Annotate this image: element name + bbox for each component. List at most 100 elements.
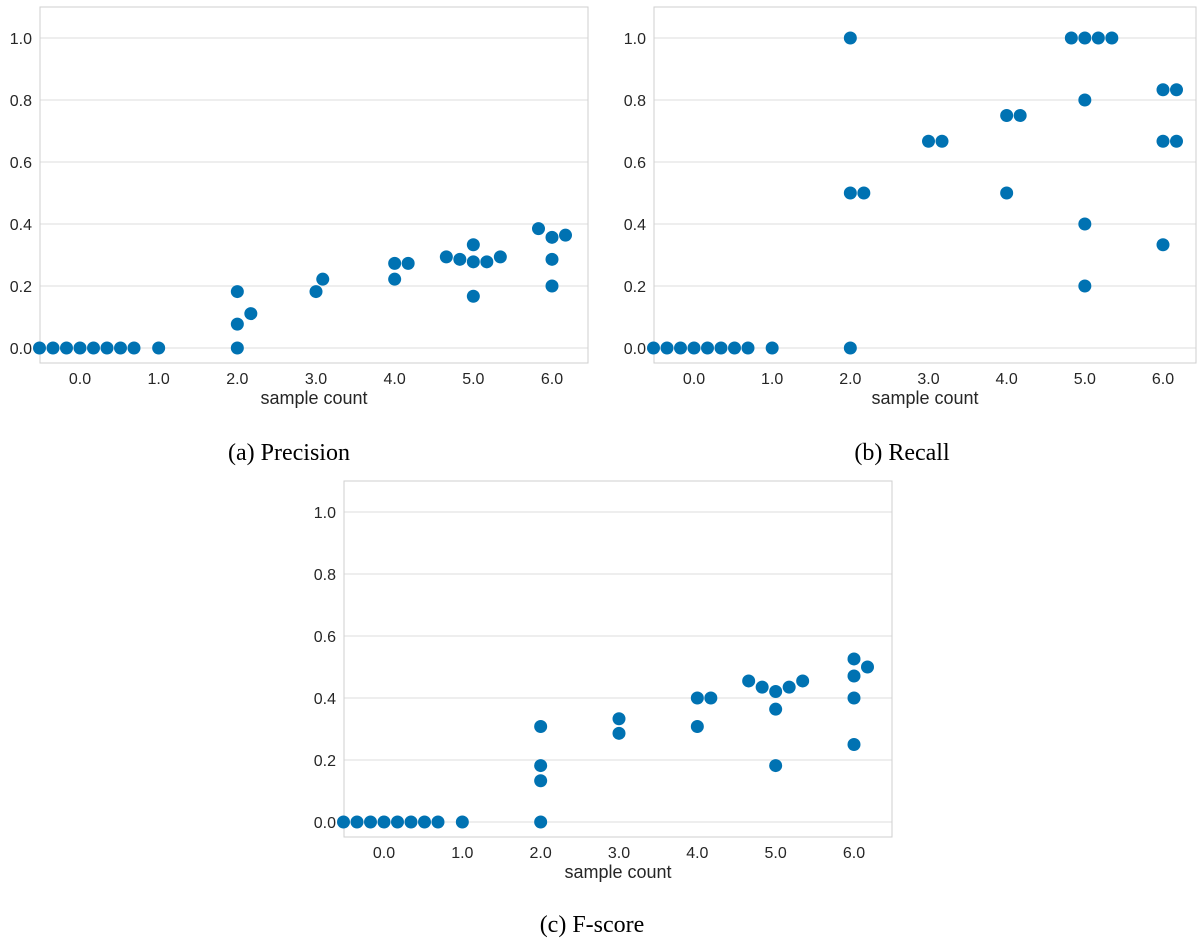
- y-tick-label: 0.8: [10, 93, 32, 110]
- data-point: [388, 272, 402, 286]
- x-tick-label: 0.0: [69, 371, 91, 388]
- data-point: [701, 341, 714, 355]
- data-point: [73, 341, 87, 355]
- data-point: [769, 684, 783, 698]
- y-tick-label: 0.0: [624, 341, 646, 358]
- data-point: [769, 702, 783, 716]
- x-tick-label: 1.0: [761, 371, 783, 388]
- data-point: [857, 186, 871, 200]
- data-point: [769, 759, 783, 773]
- y-tick-label: 0.6: [10, 155, 32, 172]
- data-point: [847, 652, 861, 666]
- data-point: [453, 252, 467, 266]
- data-point: [1156, 238, 1170, 252]
- y-tick-label: 1.0: [314, 505, 336, 522]
- data-point: [742, 674, 756, 688]
- data-point: [1078, 93, 1092, 107]
- data-point: [741, 341, 755, 355]
- data-point: [545, 252, 559, 266]
- y-tick-label: 1.0: [10, 31, 32, 48]
- data-point: [647, 341, 660, 355]
- recall-panel: 0.0 0.2 0.4 0.6 0.8 1.0 0.0 1.0 2.0 3.0 4.0 5.0 6.0 s…: [624, 6, 1197, 466]
- data-point: [46, 341, 60, 355]
- x-tick-label: 5.0: [1074, 371, 1096, 388]
- x-tick-label: 6.0: [843, 845, 865, 862]
- x-tick-label: 1.0: [451, 845, 473, 862]
- data-point: [466, 238, 480, 252]
- data-point: [843, 341, 857, 355]
- plot-frame: [343, 480, 893, 838]
- data-point: [545, 230, 559, 244]
- data-point: [545, 279, 559, 293]
- data-point: [493, 250, 507, 264]
- y-tick-label: 0.6: [624, 155, 646, 172]
- data-point: [480, 255, 494, 269]
- data-point: [690, 691, 704, 705]
- panel-caption: (b) Recall: [854, 440, 950, 466]
- data-point: [388, 256, 402, 270]
- data-point: [922, 134, 935, 148]
- data-point: [431, 815, 445, 829]
- data-point: [1091, 31, 1105, 45]
- data-point: [1170, 134, 1183, 148]
- panel-caption: (c) F-score: [540, 912, 645, 938]
- data-point: [439, 250, 453, 264]
- data-point: [87, 341, 100, 355]
- data-point: [316, 272, 330, 286]
- data-point: [861, 660, 874, 674]
- data-point: [1156, 134, 1170, 148]
- x-tick-label: 1.0: [148, 371, 170, 388]
- data-point: [690, 720, 704, 734]
- data-point: [559, 228, 572, 242]
- data-point: [1156, 83, 1170, 97]
- y-tick-label: 0.0: [314, 815, 336, 832]
- data-point: [796, 674, 810, 688]
- data-point: [1000, 186, 1014, 200]
- data-point: [364, 815, 377, 829]
- data-point: [728, 341, 741, 355]
- data-point: [377, 815, 391, 829]
- data-point: [309, 285, 323, 299]
- x-tick-label: 3.0: [917, 371, 939, 388]
- plot-frame: [653, 6, 1197, 364]
- x-tick-label: 5.0: [462, 371, 484, 388]
- x-tick-label: 2.0: [530, 845, 552, 862]
- data-point: [1000, 109, 1014, 122]
- data-point: [612, 726, 626, 740]
- data-point: [60, 341, 73, 355]
- data-point: [337, 815, 350, 829]
- data-point: [704, 691, 718, 705]
- data-point: [1064, 31, 1078, 45]
- data-point: [391, 815, 404, 829]
- data-point: [534, 815, 548, 829]
- x-tick-label: 2.0: [839, 371, 861, 388]
- data-point: [534, 759, 548, 773]
- data-point: [244, 307, 258, 321]
- data-point: [127, 341, 141, 355]
- y-tick-label: 0.4: [10, 217, 32, 234]
- data-point: [532, 222, 545, 236]
- data-point: [230, 341, 244, 355]
- data-point: [843, 31, 857, 45]
- data-point: [847, 691, 861, 705]
- data-point: [1013, 109, 1027, 122]
- x-tick-label: 4.0: [996, 371, 1018, 388]
- y-tick-label: 1.0: [624, 31, 646, 48]
- data-point: [1078, 217, 1092, 231]
- data-point: [534, 774, 548, 788]
- data-point: [152, 341, 166, 355]
- data-point: [765, 341, 779, 355]
- x-tick-label: 4.0: [384, 371, 406, 388]
- data-point: [466, 289, 480, 303]
- y-tick-label: 0.2: [314, 753, 336, 770]
- data-point: [1078, 279, 1092, 293]
- data-point: [660, 341, 674, 355]
- plot-frame: [39, 6, 589, 364]
- data-point: [935, 134, 949, 148]
- data-point: [455, 815, 469, 829]
- data-point: [714, 341, 728, 355]
- x-tick-label: 2.0: [226, 371, 248, 388]
- data-point: [612, 712, 626, 726]
- x-tick-label: 4.0: [686, 845, 708, 862]
